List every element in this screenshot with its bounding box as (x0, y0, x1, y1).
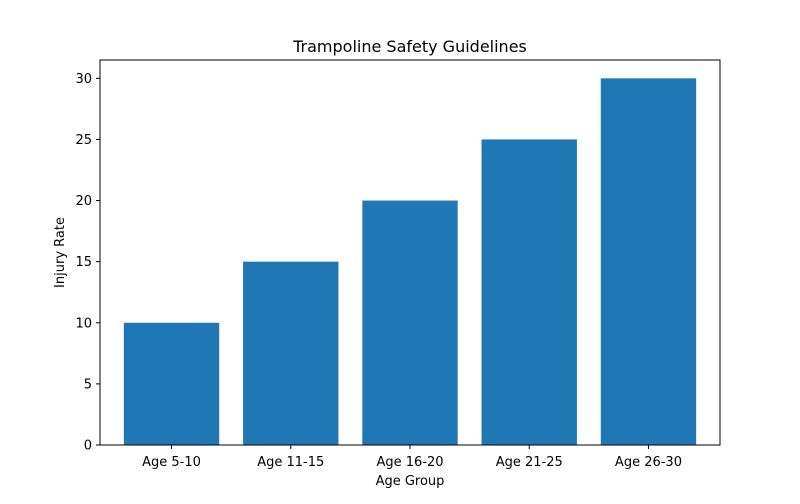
y-tick-label: 20 (75, 194, 92, 209)
y-tick-label: 25 (75, 133, 92, 148)
x-axis-label: Age Group (376, 474, 445, 489)
y-tick-label: 30 (75, 72, 92, 87)
bar-age-26-30 (600, 78, 697, 445)
bar-age-21-25 (481, 139, 577, 445)
x-tick-label: Age 26-30 (615, 455, 682, 470)
plot-frame (99, 59, 721, 446)
y-tick-label: 5 (84, 377, 92, 392)
y-tick-label: 15 (75, 255, 92, 270)
x-tick-label: Age 5-10 (142, 455, 201, 470)
y-tick-label: 0 (84, 439, 92, 454)
y-tick-label: 10 (75, 316, 92, 331)
x-tick-label: Age 11-15 (257, 455, 324, 470)
x-tick-label: Age 21-25 (496, 455, 563, 470)
bar-age-16-20 (362, 200, 458, 445)
y-axis-ticks: 0 5 10 15 20 25 30 (75, 72, 100, 454)
bars-layer (123, 78, 697, 445)
y-axis-label: Injury Rate (53, 217, 68, 288)
x-tick-label: Age 16-20 (376, 455, 443, 470)
chart-title: Trampoline Safety Guidelines (292, 37, 527, 56)
bar-age-5-10 (123, 322, 220, 445)
x-axis-ticks: Age 5-10 Age 11-15 Age 16-20 Age 21-25 Age 2… (142, 445, 682, 470)
bar-age-11-15 (243, 261, 339, 445)
